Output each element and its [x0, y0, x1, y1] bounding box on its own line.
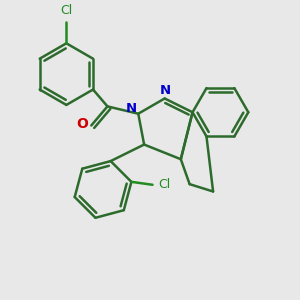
Text: N: N — [160, 84, 171, 97]
Text: N: N — [125, 102, 136, 115]
Text: Cl: Cl — [158, 178, 170, 191]
Text: Cl: Cl — [60, 4, 73, 17]
Text: O: O — [76, 117, 88, 131]
